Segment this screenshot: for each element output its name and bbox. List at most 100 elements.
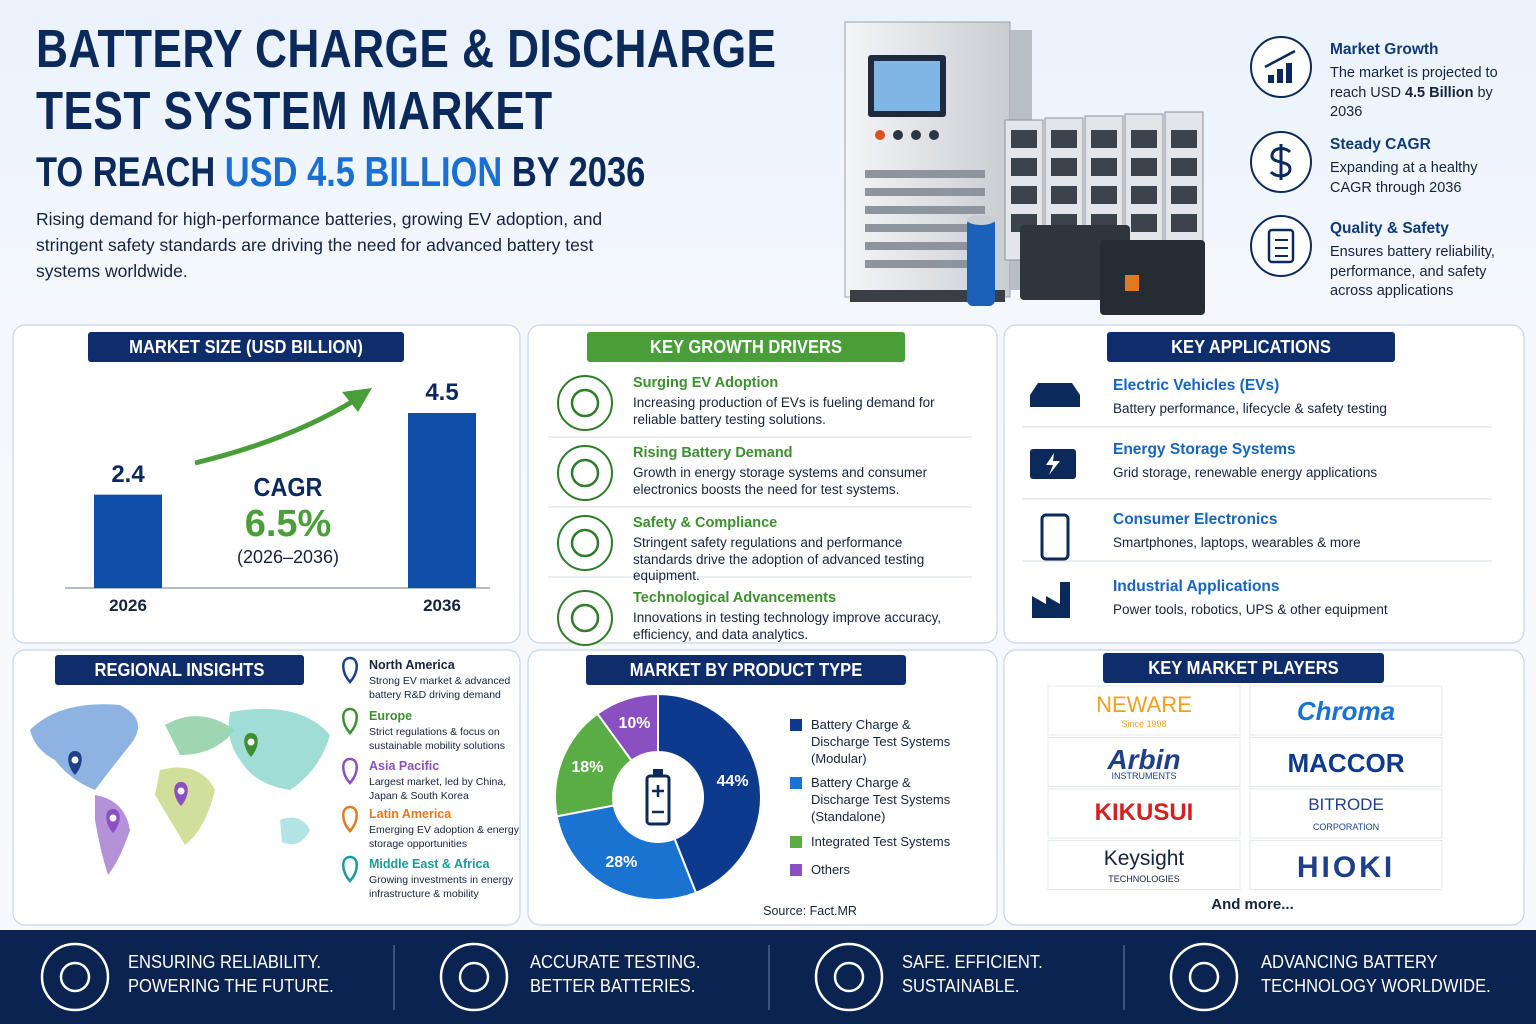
highlight-icon (1250, 36, 1312, 98)
panel (527, 324, 998, 644)
footer-icon-inner (59, 961, 91, 993)
footer-icon (439, 942, 509, 1012)
highlight-text: Expanding at a healthy CAGR through 2036 (1330, 160, 1478, 196)
button (911, 130, 921, 140)
battery-cell-top (967, 215, 995, 225)
vent (865, 188, 985, 196)
panel-title: KEY MARKET PLAYERS (1148, 658, 1339, 678)
footer-icon (40, 942, 110, 1012)
footer-text: ADVANCING BATTERY (1261, 952, 1438, 972)
battery-icon (645, 774, 671, 826)
value-label: 28% (605, 853, 638, 871)
cagr-period: (2026–2036) (236, 547, 340, 567)
panel-header (55, 655, 304, 685)
continent (165, 716, 235, 755)
battery-terminal (1125, 275, 1139, 291)
logo-tagline: CORPORATION (1312, 822, 1380, 832)
rack-slot (1011, 186, 1037, 204)
map-pin-dot (177, 787, 185, 795)
value-label: 18% (571, 759, 604, 777)
continent (155, 767, 215, 845)
footer-text: POWERING THE FUTURE. (128, 976, 334, 996)
map-pin-dot (71, 756, 79, 764)
logo-name: MACCOR (1287, 747, 1405, 778)
battery-pack (1100, 240, 1205, 315)
screen-content (874, 61, 940, 111)
icon-clipboard (1267, 228, 1295, 264)
region-pin (342, 805, 358, 833)
text-part: by 2036 (1330, 84, 1493, 121)
pie-slice (657, 692, 762, 895)
text-part: The market is projected to reach USD (1330, 65, 1498, 101)
rack-slot (1091, 158, 1117, 176)
logo-cell (1249, 685, 1443, 736)
icon-dollar (1269, 144, 1292, 180)
application-title: Consumer Electronics (1113, 511, 1278, 528)
rack-slot (1091, 186, 1117, 204)
value-label: 44% (716, 772, 749, 790)
panel-header (1103, 653, 1384, 683)
rack-slot (1091, 130, 1117, 148)
description: Rising demand for high-performance batte… (36, 209, 603, 281)
logo-cell (1249, 788, 1443, 839)
legend-label: Battery Charge & Discharge Test Systems … (811, 717, 951, 766)
map-pin-dot (247, 738, 255, 746)
legend-swatch (790, 836, 802, 848)
rack-slot (1011, 130, 1037, 148)
logo-cell (1047, 840, 1241, 890)
driver-text: Growth in energy storage systems and con… (633, 465, 928, 497)
vent (865, 224, 985, 232)
x-tick-label: 2036 (423, 596, 461, 615)
driver-text: Stringent safety regulations and perform… (633, 535, 925, 583)
more-note: And more... (1211, 896, 1294, 913)
rack-slot (1011, 158, 1037, 176)
vent (865, 170, 985, 178)
rack-slot (1171, 214, 1197, 232)
footer-text: ENSURING RELIABILITY. (128, 952, 321, 972)
battery-cell (967, 218, 995, 306)
icon-car (1030, 383, 1080, 407)
application-title: Industrial Applications (1113, 578, 1280, 595)
logo-cell (1047, 788, 1241, 839)
logo-tagline: INSTRUMENTS (1111, 770, 1177, 781)
footer-icon (814, 942, 884, 1012)
value-label: 4.5 (425, 379, 459, 406)
footer-icon-inner (1188, 961, 1220, 993)
region-name: Middle East & Africa (369, 857, 490, 871)
application-text: Grid storage, renewable energy applicati… (1113, 465, 1378, 480)
rack-slot (1131, 214, 1157, 232)
continent (30, 704, 138, 790)
footer-text: SUSTAINABLE. (902, 976, 1020, 996)
logo-name: HIOKI (1296, 850, 1396, 884)
driver-text: Increasing production of EVs is fueling … (633, 395, 935, 427)
driver-text: Innovations in testing technology improv… (633, 610, 942, 642)
rack-slot (1131, 186, 1157, 204)
pie-slice (596, 692, 659, 762)
driver-title: Technological Advancements (633, 590, 837, 606)
region-pin (342, 855, 358, 883)
region-name: Europe (369, 709, 413, 723)
region-name: Latin America (369, 807, 452, 821)
growth-arrow (194, 397, 357, 466)
cagr-label: CAGR (253, 472, 323, 502)
subtitle: TO REACH USD 4.5 BILLION BY 2036 (36, 148, 645, 196)
logo-name: Chroma (1296, 696, 1396, 726)
footer-text: TECHNOLOGY WORLDWIDE. (1261, 976, 1491, 996)
driver-icon (557, 590, 613, 646)
button (929, 130, 939, 140)
text-bold: 4.5 Billion (1404, 84, 1474, 101)
continent (95, 795, 130, 875)
vent (865, 260, 985, 268)
logo-tagline: TECHNOLOGIES (1108, 873, 1180, 884)
icon-bar (1286, 63, 1292, 83)
legend-swatch (790, 719, 802, 731)
logo-name: Arbin (1107, 743, 1181, 775)
logo-name: KIKUSUI (1094, 799, 1194, 826)
region-text: Emerging EV adoption & energy storage op… (369, 824, 520, 850)
region-name: Asia Pacific (369, 759, 440, 773)
panel (12, 649, 521, 926)
subtitle-part: BY 2036 (511, 148, 646, 195)
footer-bar (0, 930, 1536, 1024)
rack-slot (1051, 186, 1077, 204)
logo-cell (1047, 737, 1241, 787)
